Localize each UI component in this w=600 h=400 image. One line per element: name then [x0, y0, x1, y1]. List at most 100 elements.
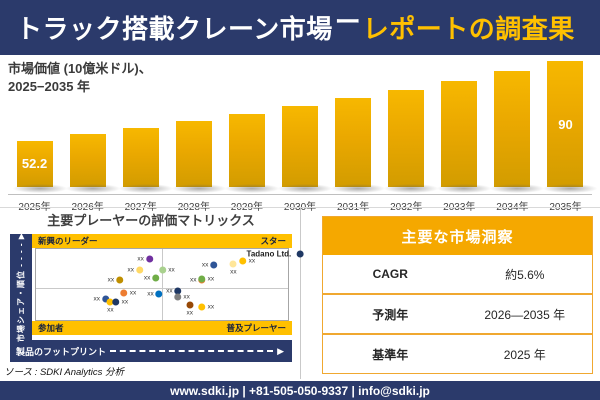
- x-axis-band: 製品のフットプリント ▶: [10, 340, 292, 362]
- scatter-dot: [102, 295, 110, 303]
- scatter-point: xx: [106, 298, 114, 314]
- point-label: xx: [107, 306, 114, 314]
- point-label: xx: [201, 261, 209, 269]
- scatter-point: xx: [166, 287, 182, 295]
- point-label: xx: [137, 255, 144, 263]
- scatter-point: xx: [186, 301, 194, 317]
- scatter-point: Tadano Ltd.: [247, 249, 304, 258]
- scatter-point: xx: [229, 260, 237, 276]
- insight-label: CAGR: [372, 267, 408, 281]
- scatter-dot: [198, 303, 206, 310]
- scatter-point: xx: [174, 293, 190, 301]
- scatter-dot: [155, 290, 163, 298]
- y-axis-label: 市場シェア・順位 - - - - ▶: [16, 232, 26, 342]
- scatter-dot: [116, 276, 124, 284]
- insights-header: 主要な市場洞察: [323, 217, 592, 255]
- scatter-point: xx: [93, 295, 110, 303]
- point-label: xx: [186, 309, 193, 317]
- scatter-dot: [210, 261, 218, 269]
- insight-label: 予測年: [372, 307, 409, 322]
- insight-value: 2026—2035 年: [484, 307, 566, 322]
- x-axis-tick-label: 2033年: [433, 198, 486, 213]
- quadrant-label-bottom-right: 普及プレーヤー: [226, 323, 286, 333]
- x-axis-tick-label: 2034年: [486, 198, 539, 213]
- bar-2035年: 90: [543, 61, 598, 193]
- bar-column: 52.2: [8, 57, 67, 193]
- bar-2033年: [437, 80, 492, 194]
- insights-title: 主要な市場洞察: [401, 228, 514, 246]
- title-bar: トラック搭載クレーン市場 ー レポートの調査果: [0, 0, 600, 55]
- scatter-point: xx: [127, 266, 144, 274]
- insight-label: 基準年: [372, 347, 409, 362]
- scatter-point: xx: [143, 274, 160, 282]
- quadrant-top-band: 新興のリーダー スター: [32, 234, 292, 248]
- scatter-dot: [296, 250, 304, 258]
- point-label: xx: [127, 266, 135, 274]
- point-label: xx: [230, 268, 237, 276]
- quadrant-label-top-left: 新興のリーダー: [38, 236, 98, 246]
- bar-2028年: [171, 121, 226, 193]
- scatter-dot: [174, 287, 182, 295]
- source-note: ソース : SDKI Analytics 分析: [4, 367, 125, 378]
- scatter-dot: [152, 274, 160, 282]
- y-axis-band: 市場シェア・順位 - - - - ▶: [10, 232, 32, 342]
- scatter-point: xx: [120, 289, 137, 297]
- bar-column: [220, 57, 279, 194]
- bar-column: [114, 57, 173, 194]
- point-label: xx: [183, 293, 190, 301]
- bar-chart-bars: 52.2 90: [8, 57, 598, 194]
- scatter-point: xx: [201, 261, 218, 269]
- bar-column: [433, 57, 492, 194]
- page-title-market: トラック搭載クレーン市場: [16, 14, 333, 44]
- insight-row: CAGR 約5.6%: [323, 255, 592, 293]
- insight-value: 約5.6%: [505, 267, 545, 282]
- scatter-dot: [198, 275, 206, 283]
- scatter-dot: [106, 298, 114, 306]
- point-label: xx: [93, 295, 101, 303]
- scatter-point: xx: [112, 298, 129, 306]
- scatter-point: xx: [239, 257, 255, 265]
- point-label: xx: [190, 276, 197, 284]
- point-label: xx: [147, 290, 154, 298]
- bar-chart: 52.290 2025年2026年2027年2028年2029年2030年203…: [8, 57, 598, 213]
- point-label: xx: [168, 266, 175, 274]
- quadrant-bottom-band: 参加者 普及プレーヤー: [32, 321, 292, 335]
- right-arrow-icon: ▶: [277, 345, 284, 356]
- footer-bar: www.sdki.jp | +81-505-050-9337 | info@sd…: [0, 381, 600, 400]
- scatter-point: xx: [159, 266, 175, 274]
- x-axis-dashed-line: [110, 350, 274, 352]
- scatter-dot: [136, 266, 144, 274]
- bar-chart-subtitle-line1: 市場価値 (10億米ドル)、: [8, 61, 152, 76]
- point-label: xx: [207, 275, 215, 283]
- bar-column: 90: [539, 57, 598, 193]
- x-axis-tick-label: 2031年: [327, 198, 380, 213]
- scatter-dot: [112, 298, 120, 306]
- point-label: xx: [107, 276, 115, 284]
- scatter-point: xx: [147, 290, 163, 298]
- point-label: xx: [129, 289, 137, 297]
- bar-value-label: 90: [558, 116, 573, 132]
- insights-rows: CAGR 約5.6% 予測年 2026—2035 年基準年 2025 年: [323, 255, 592, 373]
- x-axis-label: 製品のフットプリント: [16, 346, 107, 357]
- scatter-point: xx: [198, 275, 215, 283]
- bar-chart-subtitle-line2: 2025−2035 年: [8, 79, 91, 94]
- insight-row: 予測年 2026—2035 年: [323, 293, 592, 333]
- title-dash: ー: [334, 7, 361, 37]
- point-label: xx: [143, 274, 151, 282]
- scatter-point: xx: [198, 303, 215, 310]
- matrix-title: 主要プレーヤーの評価マトリックス: [47, 213, 255, 228]
- insight-row: 基準年 2025 年: [323, 333, 592, 373]
- insights-table: 主要な市場洞察 CAGR 約5.6% 予測年 2026—2035 年基準年 2025 年: [322, 216, 593, 374]
- scatter-dot: [159, 266, 167, 274]
- page-title-report: レポートの調査果: [362, 14, 575, 44]
- bar-column: [167, 57, 226, 193]
- point-label: xx: [207, 303, 215, 310]
- bar-2030年: [278, 106, 333, 193]
- bar-2025年: 52.2: [12, 140, 67, 193]
- scatter-point: xx: [107, 276, 124, 284]
- point-label: xx: [121, 298, 129, 306]
- bar-2032年: [384, 89, 439, 193]
- bar-column: [486, 57, 545, 193]
